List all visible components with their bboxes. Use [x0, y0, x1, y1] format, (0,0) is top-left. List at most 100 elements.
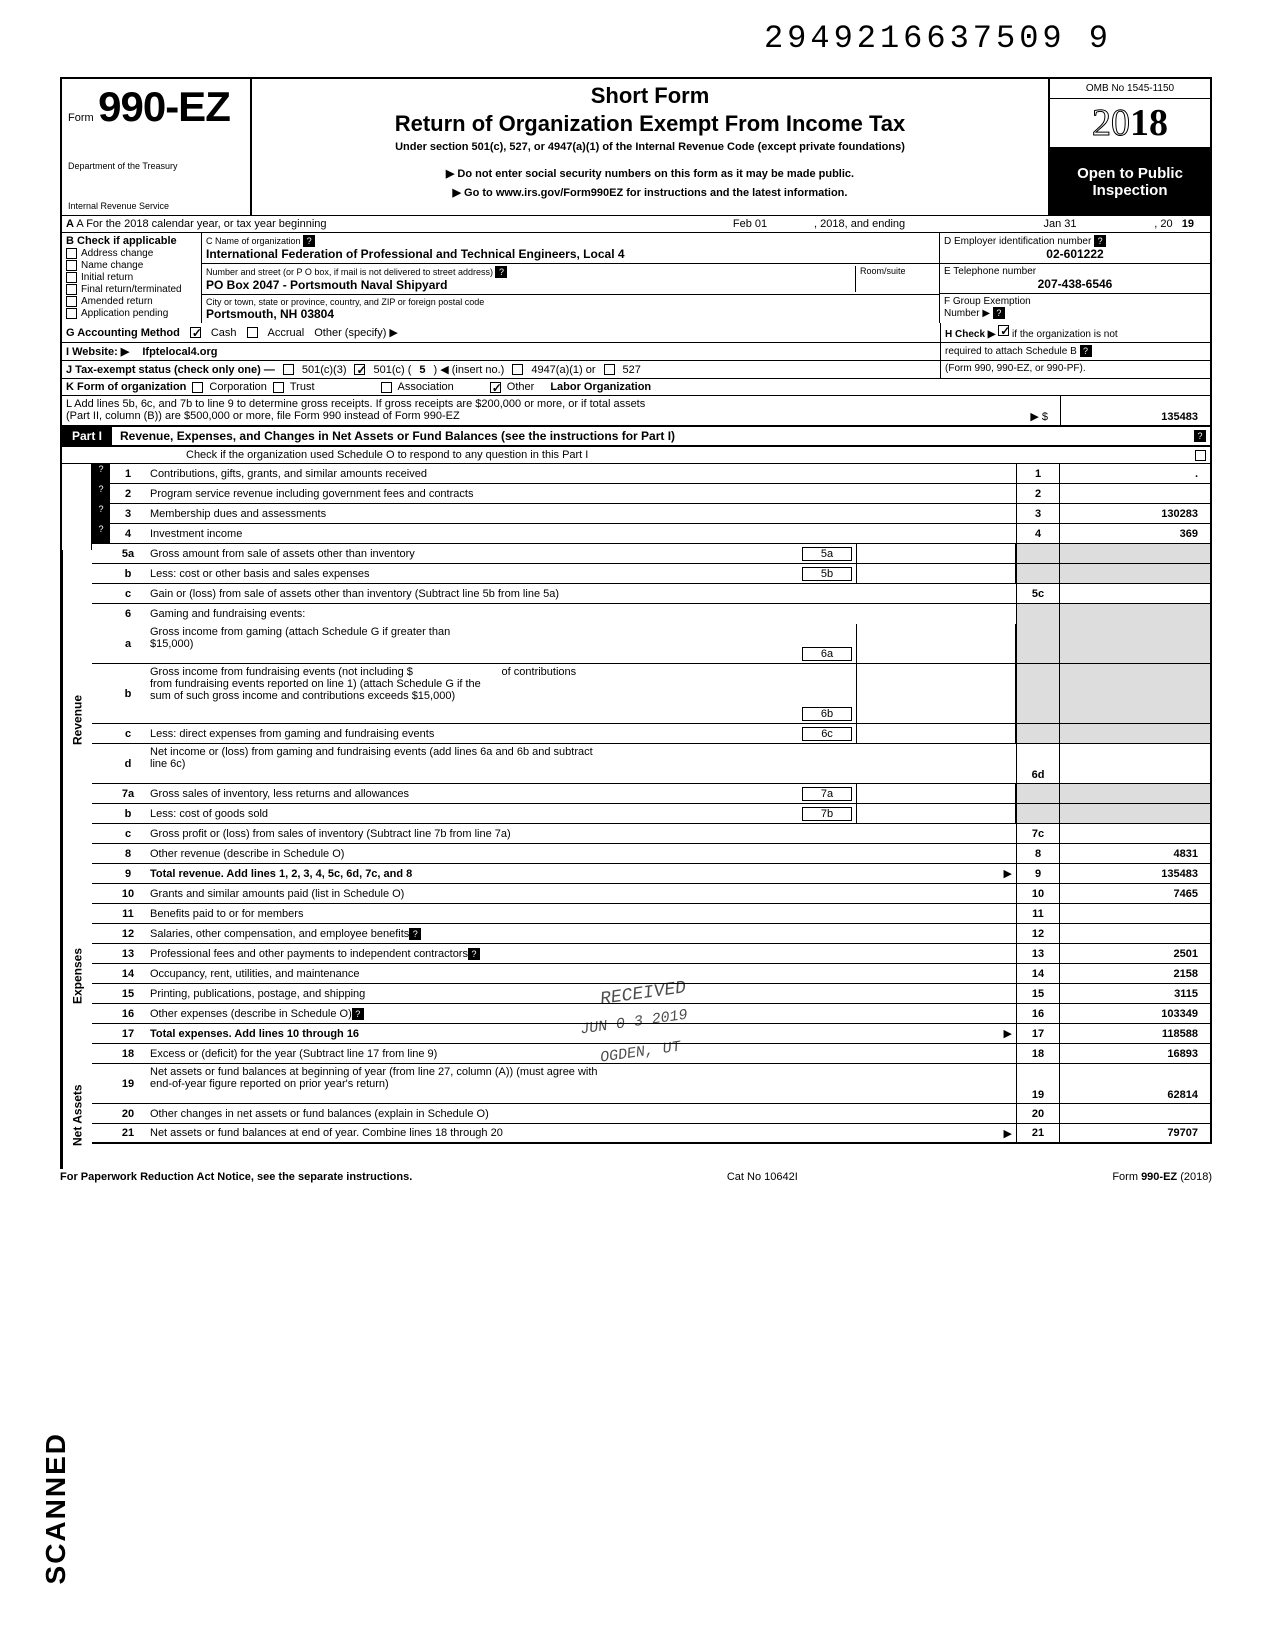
group-num-label: Number ▶: [944, 308, 990, 319]
row-l-amount: 135483: [1161, 411, 1198, 423]
chk-schedule-o: [1195, 450, 1206, 461]
yr20-label: , 20: [1154, 218, 1172, 230]
end-date: Jan 31: [1010, 216, 1110, 232]
l6a-box: 6a: [802, 647, 852, 661]
line-3: ? 3 Membership dues and assessments 3 13…: [92, 504, 1210, 524]
help-icon: ?: [303, 235, 315, 247]
row-l-arrow: ▶ $: [460, 410, 1056, 423]
city-val: Portsmouth, NH 03804: [206, 307, 935, 321]
assoc: Association: [398, 381, 454, 393]
row-l-line2: (Part II, column (B)) are $500,000 or mo…: [66, 410, 460, 423]
l15-desc: Printing, publications, postage, and shi…: [150, 988, 365, 1000]
l13-val: 2501: [1060, 944, 1210, 963]
l10-val: 7465: [1060, 884, 1210, 903]
donot-text: ▶ Do not enter social security numbers o…: [260, 167, 1040, 180]
501c3: 501(c)(3): [302, 364, 347, 376]
line-13: 13 Professional fees and other payments …: [92, 944, 1210, 964]
chk-final: Final return/terminated: [66, 284, 197, 295]
l6b-desc1: Gross income from fundraising events (no…: [150, 666, 413, 678]
l7a-box: 7a: [802, 787, 852, 801]
l21-desc: Net assets or fund balances at end of ye…: [150, 1127, 503, 1139]
l6d-desc2: line 6c): [150, 758, 185, 770]
chk-pending: Application pending: [66, 308, 197, 319]
other-label: Other (specify) ▶: [314, 326, 398, 339]
line-8: 8 Other revenue (describe in Schedule O)…: [92, 844, 1210, 864]
501c-num: 5: [419, 364, 425, 376]
help-icon: ?: [1194, 430, 1206, 442]
l1-desc: Contributions, gifts, grants, and simila…: [150, 468, 427, 480]
chk-4947: [512, 364, 523, 375]
l3-desc: Membership dues and assessments: [150, 508, 326, 520]
l5a-box: 5a: [802, 547, 852, 561]
row-k-label: K Form of organization: [66, 381, 186, 393]
trust: Trust: [290, 381, 315, 393]
open-line1: Open to Public: [1050, 165, 1210, 182]
cash-label: Cash: [211, 327, 237, 339]
l16-val: 103349: [1060, 1004, 1210, 1023]
l19-desc1: Net assets or fund balances at beginning…: [150, 1066, 598, 1078]
l12-val: [1060, 924, 1210, 943]
l16-desc: Other expenses (describe in Schedule O): [150, 1008, 352, 1020]
chk-trust: [273, 382, 284, 393]
col-b-label: B Check if applicable: [66, 235, 197, 247]
other-k: Other: [507, 381, 535, 393]
l9-val: 135483: [1060, 864, 1210, 883]
l15-val: 3115: [1060, 984, 1210, 1003]
form-header: Form 990-EZ Department of the Treasury I…: [60, 77, 1212, 215]
chk-amended: Amended return: [66, 296, 197, 307]
chk-corp: [192, 382, 203, 393]
phone-val: 207-438-6546: [944, 277, 1206, 291]
short-form-label: Short Form: [260, 83, 1040, 109]
row-l-line1: L Add lines 5b, 6c, and 7b to line 9 to …: [66, 398, 1056, 410]
line-17: 17 Total expenses. Add lines 10 through …: [92, 1024, 1210, 1044]
tax-year: 2018: [1050, 99, 1210, 148]
l2-desc: Program service revenue including govern…: [150, 488, 473, 500]
l17-desc: Total expenses. Add lines 10 through 16: [150, 1028, 359, 1040]
year-suffix: 18: [1130, 102, 1168, 144]
row-h-check: H Check ▶: [945, 329, 995, 340]
l7b-desc: Less: cost of goods sold: [150, 808, 268, 820]
form-word: Form: [68, 112, 94, 124]
l6a-desc1: Gross income from gaming (attach Schedul…: [150, 626, 450, 638]
l7a-desc: Gross sales of inventory, less returns a…: [150, 788, 409, 800]
l6b-box: 6b: [802, 707, 852, 721]
l19-val: 62814: [1060, 1064, 1210, 1103]
part1-check-text: Check if the organization used Schedule …: [66, 449, 1189, 461]
scanned-stamp: SCANNED: [40, 1432, 72, 1584]
chk-accrual: [247, 327, 258, 338]
room-suite: Room/suite: [855, 266, 935, 292]
line-10: 10 Grants and similar amounts paid (list…: [92, 884, 1210, 904]
help-icon: ?: [468, 948, 480, 960]
l10-desc: Grants and similar amounts paid (list in…: [150, 888, 404, 900]
part1-title: Revenue, Expenses, and Changes in Net As…: [120, 429, 1194, 443]
l12-desc: Salaries, other compensation, and employ…: [150, 928, 409, 940]
title-cell: Short Form Return of Organization Exempt…: [252, 79, 1050, 215]
chk-assoc: [381, 382, 392, 393]
right-header: OMB No 1545-1150 2018 Open to Public Ins…: [1050, 79, 1210, 215]
city-label: City or town, state or province, country…: [206, 297, 935, 307]
line-20: 20 Other changes in net assets or fund b…: [92, 1104, 1210, 1124]
help-icon: ?: [92, 504, 110, 523]
row-a-label: A For the 2018 calendar year, or tax yea…: [76, 218, 326, 230]
l7c-val: [1060, 824, 1210, 843]
l5c-val: [1060, 584, 1210, 603]
begin-date: Feb 01: [690, 216, 810, 232]
dept-treasury: Department of the Treasury: [68, 161, 244, 171]
l13-desc: Professional fees and other payments to …: [150, 948, 468, 960]
tracking-number: 2949216637509 9: [60, 20, 1212, 57]
line-5c: c Gain or (loss) from sale of assets oth…: [92, 584, 1210, 604]
yr20-val: 19: [1182, 218, 1194, 230]
l18-desc: Excess or (deficit) for the year (Subtra…: [150, 1048, 437, 1060]
line-21: 21 Net assets or fund balances at end of…: [92, 1124, 1210, 1144]
footer: For Paperwork Reduction Act Notice, see …: [60, 1169, 1212, 1185]
l6a-desc2: $15,000): [150, 638, 193, 650]
help-icon: ?: [92, 484, 110, 503]
line-7b: b Less: cost of goods sold 7b: [92, 804, 1210, 824]
row-h-text3: (Form 990, 990-EZ, or 990-PF).: [945, 363, 1086, 374]
section-revenue: Revenue: [62, 550, 92, 890]
l9-arrow: ▶: [412, 867, 1012, 880]
row-j-label: J Tax-exempt status (check only one) —: [66, 364, 275, 376]
help-icon: ?: [92, 464, 110, 483]
form-id-cell: Form 990-EZ Department of the Treasury I…: [62, 79, 252, 215]
col-b: B Check if applicable Address change Nam…: [62, 233, 202, 323]
